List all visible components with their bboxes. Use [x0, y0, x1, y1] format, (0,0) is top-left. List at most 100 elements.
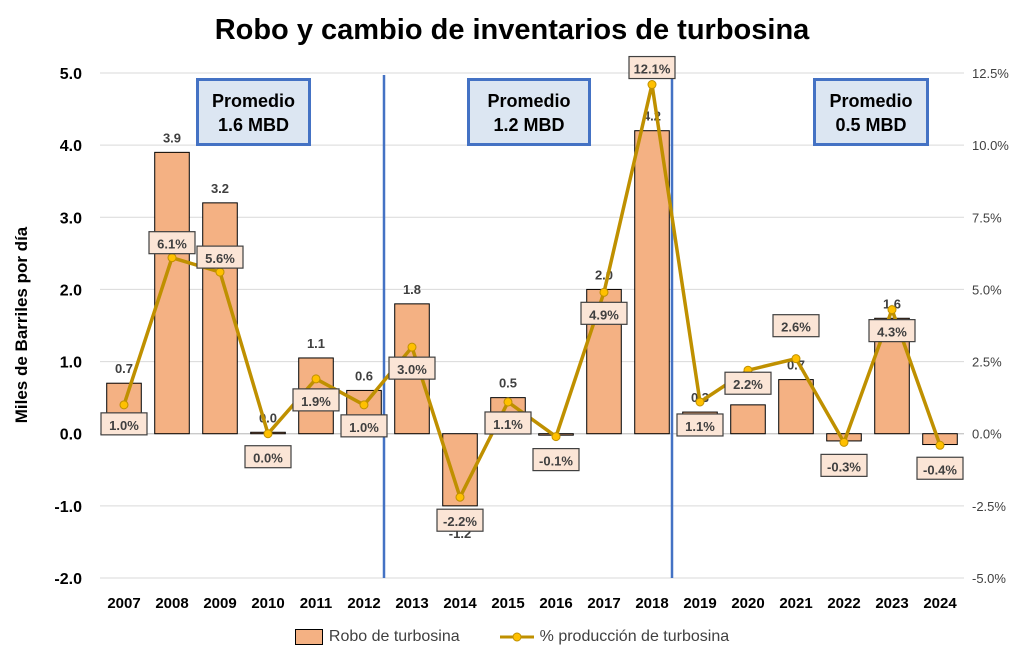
- y2-tick-label: 0.0%: [972, 427, 1002, 442]
- legend: Robo de turbosina % producción de turbos…: [0, 628, 1024, 646]
- chart-title: Robo y cambio de inventarios de turbosin…: [214, 14, 810, 46]
- y2-tick-label: 5.0%: [972, 282, 1002, 297]
- line-label: 6.1%: [157, 237, 187, 252]
- line-label: 1.1%: [685, 419, 715, 434]
- line-label-box: [532, 448, 580, 472]
- line-series: [122, 84, 942, 502]
- line-point-2018: [647, 80, 657, 90]
- line-label: -2.2%: [443, 514, 477, 529]
- line-label-box: [868, 319, 916, 343]
- line-label: 3.0%: [397, 362, 427, 377]
- x-tick-label: 2020: [731, 595, 764, 612]
- bar-label: 3.9: [163, 130, 181, 145]
- legend-line-icon: [499, 632, 534, 642]
- legend-item-line: % producción de turbosina: [499, 628, 730, 646]
- line-label: 2.2%: [733, 377, 763, 392]
- bar-2009: [202, 202, 238, 435]
- annotation-text: Promedio: [211, 91, 295, 111]
- x-tick-label: 2022: [827, 595, 860, 612]
- line-label-box: [580, 301, 628, 325]
- line-label-box: [772, 314, 820, 338]
- line-label-box: [100, 412, 148, 436]
- x-tick-label: 2010: [251, 595, 284, 612]
- x-tick-label: 2018: [635, 595, 668, 612]
- line-label: -0.1%: [539, 454, 573, 469]
- line-label: 4.9%: [589, 307, 619, 322]
- annotation-text: Promedio: [829, 91, 913, 111]
- line-label: 12.1%: [634, 62, 671, 77]
- bar-label: 1.1: [307, 336, 325, 351]
- line-point-2012: [359, 400, 369, 410]
- line-label-box: [820, 453, 868, 477]
- line-label-box: [628, 55, 676, 80]
- x-tick-label: 2017: [587, 595, 620, 612]
- bar-label: 1.6: [883, 296, 901, 311]
- x-tick-label: 2016: [539, 595, 572, 612]
- y-tick-label: 1.0: [60, 355, 82, 372]
- legend-label: Robo de turbosina: [328, 628, 460, 645]
- line-label-box: [340, 414, 388, 438]
- annotation-box-1: Promedio 1.6 MBD: [196, 78, 311, 146]
- line-label-box: [196, 245, 244, 269]
- y-tick-label: 2.0: [60, 282, 82, 299]
- x-tick-label: 2009: [203, 595, 236, 612]
- line-label: 1.9%: [301, 394, 331, 409]
- line-label: 1.0%: [109, 418, 139, 433]
- x-tick-label: 2023: [875, 595, 908, 612]
- line-point-2023: [887, 305, 897, 315]
- line-point-2011: [311, 374, 321, 384]
- bar-2018: [634, 130, 670, 435]
- annotation-text: 1.2 MBD: [493, 115, 565, 135]
- line-point-2024: [935, 440, 945, 450]
- y2-tick-label: 12.5%: [972, 66, 1009, 81]
- line-point-2021: [791, 354, 801, 364]
- line-label: 5.6%: [205, 251, 235, 266]
- bar-2020: [730, 404, 766, 435]
- line-point-2015: [503, 397, 513, 407]
- line-label-box: [484, 411, 532, 435]
- legend-label: % producción de turbosina: [539, 628, 730, 645]
- x-tick-label: 2012: [347, 595, 380, 612]
- bar-label: 0.6: [355, 368, 373, 383]
- bar-label: 0.5: [499, 376, 517, 391]
- y-tick-label: 5.0: [60, 66, 82, 83]
- bar-label: 3.2: [211, 181, 229, 196]
- line-label: -0.3%: [827, 459, 861, 474]
- line-point-2016: [551, 432, 561, 442]
- y-tick-label: 4.0: [60, 138, 82, 155]
- line-point-2013: [407, 342, 417, 352]
- y-tick-label: -2.0: [54, 571, 82, 588]
- line-label: 4.3%: [877, 325, 907, 340]
- x-tick-label: 2021: [779, 595, 812, 612]
- bar-2021: [778, 379, 814, 435]
- line-label: 0.0%: [253, 451, 283, 466]
- y2-tick-label: 2.5%: [972, 355, 1002, 370]
- annotation-box-2: Promedio 1.2 MBD: [467, 78, 591, 146]
- line-point-2017: [599, 287, 609, 297]
- line-point-2019: [695, 397, 705, 407]
- y-tick-label: 3.0: [60, 210, 82, 227]
- bar-label: 1.8: [403, 282, 421, 297]
- line-point-2010: [263, 429, 273, 439]
- x-tick-label: 2007: [107, 595, 140, 612]
- bar-label: 0.7: [115, 361, 133, 376]
- y-tick-label: -1.0: [54, 499, 82, 516]
- line-label-box: [388, 356, 436, 380]
- x-tick-label: 2024: [923, 595, 957, 612]
- line-label-box: [436, 508, 484, 532]
- legend-item-bar: Robo de turbosina: [294, 628, 460, 646]
- line-label: 1.0%: [349, 420, 379, 435]
- y2-tick-label: -2.5%: [972, 499, 1006, 514]
- line-label: 2.6%: [781, 320, 811, 335]
- x-tick-label: 2015: [491, 595, 524, 612]
- x-tick-label: 2014: [443, 595, 477, 612]
- line-point-2009: [215, 267, 225, 277]
- y2-tick-label: 10.0%: [972, 138, 1009, 153]
- annotation-text: 0.5 MBD: [835, 115, 907, 135]
- line-label-box: [292, 388, 340, 412]
- line-point-2008: [167, 253, 177, 263]
- line-point-2007: [119, 400, 129, 410]
- x-tick-label: 2008: [155, 595, 188, 612]
- x-tick-label: 2013: [395, 595, 428, 612]
- y-tick-label: 0.0: [60, 427, 82, 444]
